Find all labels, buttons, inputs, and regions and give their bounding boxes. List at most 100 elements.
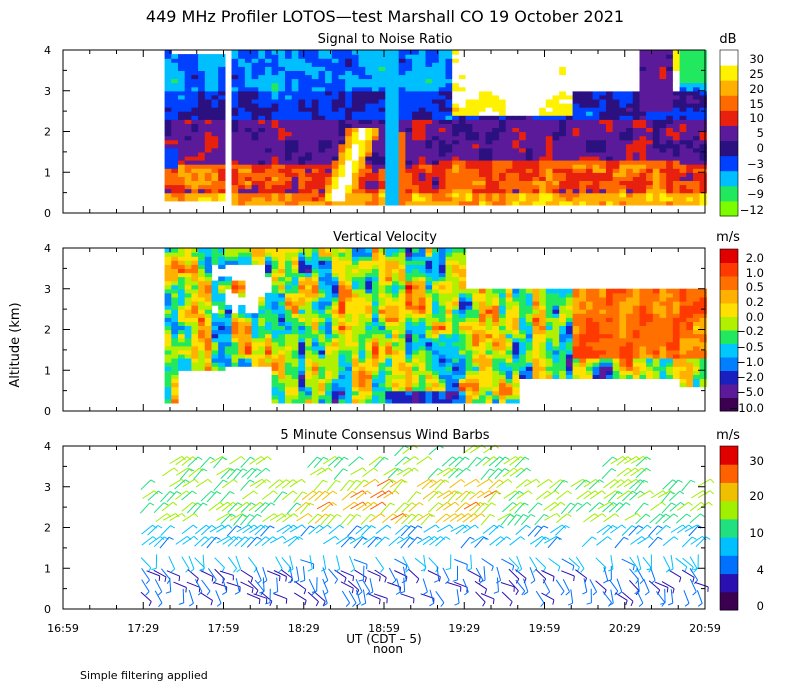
vv-cell [224,276,233,282]
snr-cell [666,74,674,80]
vv-cell [479,337,487,343]
vv-cell [385,248,393,253]
snr-cell [378,111,386,116]
snr-cell [465,82,473,88]
vv-cell [331,390,340,396]
snr-cell [492,155,500,161]
snr-cell [626,176,634,181]
snr-cell [285,188,293,194]
snr-cell [572,176,580,181]
snr-cell [285,86,293,92]
snr-cell [311,119,320,124]
snr-cell [271,192,279,198]
vv-cell [532,353,540,359]
snr-cell [458,94,467,100]
vv-cell [285,345,293,351]
vv-cell [204,288,213,294]
vv-cell [505,374,513,379]
vv-cell [191,349,199,355]
vv-cell [191,362,199,367]
vv-cell [305,370,313,375]
snr-cell [425,54,433,59]
snr-cell [686,172,694,177]
snr-cell [398,192,406,198]
vv-cell [345,378,353,384]
snr-cell [485,86,493,92]
snr-cell [378,62,386,67]
snr-cell [445,155,453,161]
vv-cell [191,256,199,261]
snr-cell [505,151,513,157]
snr-cell [251,82,259,88]
snr-cell [479,62,487,67]
snr-cell [599,107,607,112]
vv-cell [378,394,386,400]
snr-cell [191,135,199,141]
vv-cell [465,358,473,363]
snr-cell [285,135,293,141]
snr-cell [432,131,440,137]
vv-cell [345,398,353,404]
snr-cell [659,98,667,104]
snr-cell [258,58,266,63]
vv-cell [512,305,520,310]
vv-cell [325,276,333,282]
vv-cell [345,394,353,400]
snr-cell [679,188,687,194]
snr-cell [425,168,433,173]
vv-cell [271,366,279,371]
snr-cell [565,188,574,194]
snr-cell [525,155,534,161]
snr-cell [432,62,440,67]
snr-cell [512,119,520,124]
vv-cell [372,313,380,318]
snr-cell [592,164,600,169]
snr-cell [392,147,400,153]
snr-cell [171,176,179,181]
vv-cell [485,349,493,355]
snr-cell [545,127,554,133]
snr-cell [485,123,493,128]
vv-cell [485,301,493,306]
snr-cell [218,119,226,124]
snr-cell [552,90,560,96]
snr-cell [679,107,687,112]
snr-cell [211,147,219,153]
vv-cell [485,378,493,384]
vv-cell [458,309,467,314]
snr-cell [358,62,366,67]
vv-cell [532,325,540,331]
vv-cell [311,292,320,298]
snr-cell [679,94,687,100]
snr-cell [686,107,694,112]
vv-cell [278,337,286,343]
snr-cell [238,180,246,186]
snr-cell [632,184,641,190]
snr-cell [345,168,353,173]
snr-cell [305,131,313,137]
vv-cell [445,374,453,379]
snr-cell [693,115,701,120]
snr-cell [338,50,346,55]
snr-cell [458,155,467,161]
vv-cell [425,260,433,265]
snr-cell [445,70,453,76]
snr-cell [345,70,353,76]
vv-cell [545,321,554,326]
snr-cell [532,74,540,80]
snr-cell [184,192,192,198]
snr-cell [238,115,246,120]
snr-cell [639,103,647,108]
snr-cell [525,70,534,76]
vv-cell [465,296,473,302]
snr-cell [438,74,447,80]
snr-cell [198,62,206,67]
snr-cell [218,90,226,96]
vv-cell [191,366,199,371]
vv-cell [338,382,346,388]
snr-cell [198,66,206,71]
snr-cell [258,135,266,141]
vv-cell [472,317,480,322]
snr-cell [666,66,674,71]
snr-cell [285,70,293,76]
